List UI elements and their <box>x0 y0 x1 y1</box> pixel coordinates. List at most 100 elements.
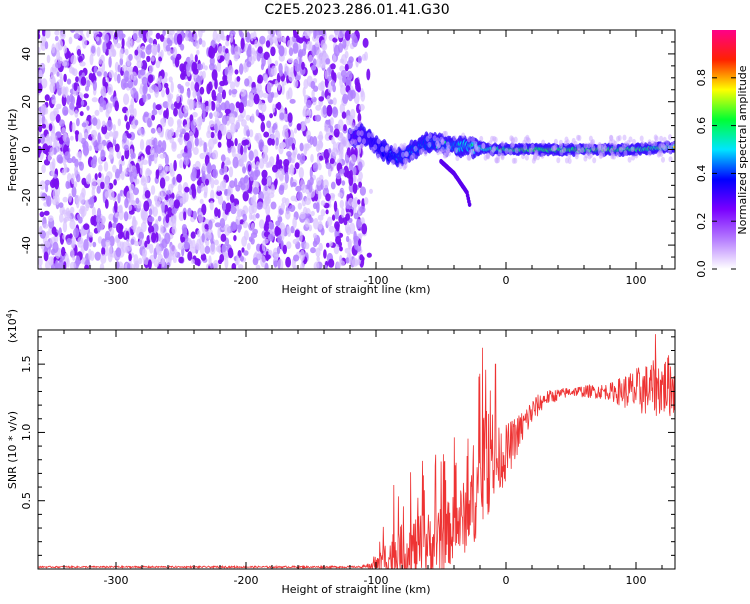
heatmap-cell <box>101 238 107 248</box>
heatmap-cell <box>165 214 170 224</box>
heatmap-cell <box>53 110 58 117</box>
heatmap-cell <box>130 153 134 160</box>
heatmap-cell <box>179 159 184 169</box>
heatmap-cell <box>271 138 275 146</box>
x-tick-label: 0 <box>503 274 510 287</box>
heatmap-cell <box>299 153 306 165</box>
heatmap-cell <box>265 40 271 48</box>
heatmap-cell <box>66 157 73 164</box>
heatmap-cell <box>241 139 248 146</box>
heatmap-cell <box>194 243 200 250</box>
heatmap-cell <box>356 218 361 230</box>
heatmap-cell <box>108 70 115 79</box>
heatmap-cell <box>286 225 290 234</box>
heatmap-cell <box>85 85 89 92</box>
heatmap-cell <box>242 191 249 202</box>
heatmap-cell <box>228 166 234 178</box>
heatmap-cell <box>362 138 366 145</box>
heatmap-cell <box>112 164 117 173</box>
heatmap-cell <box>242 205 249 215</box>
heatmap-cell <box>653 140 658 147</box>
heatmap-cell <box>325 209 329 215</box>
heatmap-cell <box>203 184 208 196</box>
heatmap-cell <box>217 130 222 140</box>
heatmap-cell <box>177 120 182 128</box>
heatmap-cell <box>76 173 81 183</box>
heatmap-cell <box>155 60 161 69</box>
heatmap-cell <box>155 104 162 111</box>
heatmap-cell <box>253 93 260 105</box>
heatmap-cell <box>40 40 47 51</box>
heatmap-cell <box>38 82 43 94</box>
heatmap-cell <box>323 249 327 259</box>
heatmap-cell <box>314 41 321 48</box>
heatmap-cell <box>175 129 179 138</box>
heatmap-cell <box>212 30 218 42</box>
heatmap-cell <box>230 81 235 90</box>
heatmap-cell <box>662 136 667 143</box>
heatmap-cell <box>323 149 330 160</box>
heatmap-cell <box>48 256 54 266</box>
heatmap-cell <box>62 234 66 240</box>
heatmap-cell <box>244 78 250 87</box>
heatmap-cell <box>235 119 241 130</box>
heatmap-cell <box>312 136 318 147</box>
heatmap-cell <box>317 214 324 221</box>
heatmap-cell <box>47 154 52 162</box>
heatmap-cell <box>83 132 89 140</box>
heatmap-cell <box>325 129 331 136</box>
heatmap-cell <box>302 108 306 117</box>
heatmap-cell <box>131 219 138 227</box>
heatmap-cell <box>353 235 360 242</box>
heatmap-cell <box>229 33 234 43</box>
heatmap-cell <box>187 32 193 38</box>
heatmap-cell <box>158 190 164 202</box>
heatmap-cell <box>49 147 55 156</box>
heatmap-cell <box>454 147 459 154</box>
heatmap-cell <box>295 185 302 192</box>
heatmap-cell <box>308 54 314 64</box>
heatmap-cell <box>39 63 46 69</box>
heatmap-cell <box>192 89 197 99</box>
heatmap-cell <box>55 114 61 123</box>
heatmap-cell <box>116 73 121 84</box>
heatmap-cell <box>78 161 83 167</box>
heatmap-cell <box>311 89 315 99</box>
heatmap-cell <box>308 224 313 232</box>
heatmap-cell <box>133 254 139 266</box>
heatmap-cell <box>46 54 51 64</box>
heatmap-cell <box>51 43 56 54</box>
heatmap-cell <box>331 214 336 221</box>
heatmap-cell <box>107 83 113 96</box>
heatmap-cell <box>226 34 230 42</box>
snr-x-axis-label: Height of straight line (km) <box>281 583 430 596</box>
heatmap-cell <box>317 190 322 200</box>
heatmap-cell <box>173 199 180 209</box>
heatmap-cell <box>105 239 111 247</box>
heatmap-cell <box>61 246 66 257</box>
heatmap-cell <box>96 221 101 233</box>
heatmap-cell <box>250 222 255 231</box>
heatmap-cell <box>208 138 215 150</box>
heatmap-cell <box>82 37 87 49</box>
heatmap-cell <box>514 147 519 154</box>
heatmap-cell <box>461 132 466 139</box>
heatmap-cell <box>91 187 96 198</box>
heatmap-cell <box>146 55 151 63</box>
heatmap-cell <box>89 197 95 205</box>
heatmap-cell <box>159 177 166 189</box>
heatmap-cell <box>183 105 189 114</box>
heatmap-cell <box>208 219 213 230</box>
heatmap-cell <box>358 238 362 247</box>
heatmap-cell <box>252 187 259 195</box>
heatmap-cell <box>63 73 67 83</box>
heatmap-cell <box>157 43 161 53</box>
heatmap-cell <box>128 263 136 269</box>
heatmap-cell <box>324 264 328 269</box>
heatmap-cell <box>123 211 129 222</box>
x-tick-label: -100 <box>364 274 389 287</box>
heatmap-cell <box>41 164 46 174</box>
heatmap-cell <box>224 224 231 236</box>
heatmap-cell <box>274 79 279 87</box>
